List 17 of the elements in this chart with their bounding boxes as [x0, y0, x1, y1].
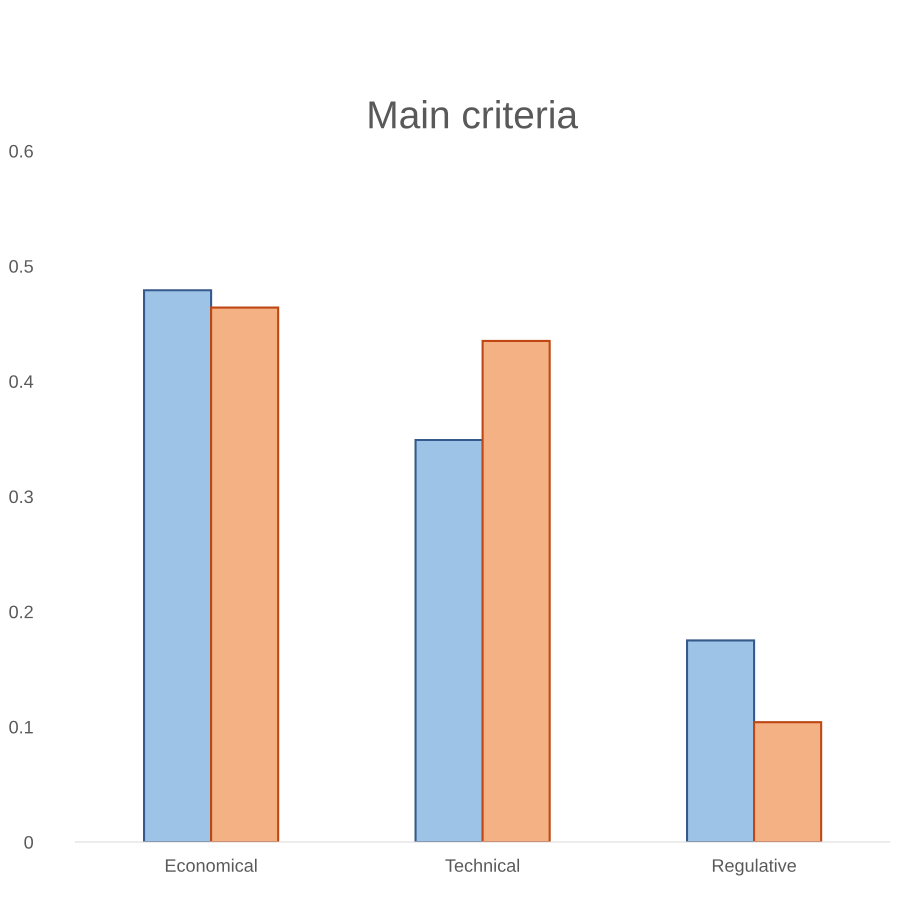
chart-title: Main criteria	[369, 100, 578, 129]
y-tick-label: 0.1	[9, 720, 33, 734]
y-tick-label: 0	[24, 836, 33, 849]
bar	[210, 306, 280, 842]
bar	[753, 721, 822, 842]
y-tick-label: 0.3	[9, 490, 33, 504]
bar	[143, 289, 212, 842]
y-tick-label: 0.6	[9, 144, 33, 158]
bar	[414, 438, 484, 842]
y-tick-label: 0.5	[9, 260, 33, 273]
x-tick-label: Economical	[166, 858, 257, 872]
x-tick-label: Technical	[445, 858, 520, 872]
y-tick-label: 0.2	[9, 606, 33, 618]
bar	[482, 340, 551, 842]
x-tick-label: Regulative	[712, 858, 796, 876]
y-tick-label: 0.4	[9, 375, 34, 388]
bar	[686, 639, 756, 842]
